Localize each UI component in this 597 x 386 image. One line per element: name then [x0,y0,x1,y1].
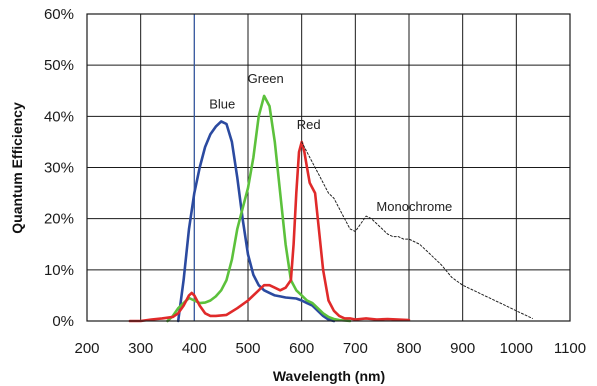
x-tick-label: 300 [128,340,153,357]
x-tick-label: 600 [289,340,314,357]
x-tick-labels: 200 300 400 500 600 700 800 900 1000 1100 [74,340,586,357]
y-tick-label: 60% [44,6,74,23]
x-tick-label: 1000 [500,340,533,357]
plot-border [86,13,571,322]
x-tick-label: 500 [235,340,260,357]
x-tick-label: 800 [396,340,421,357]
y-axis-title: Quantum Efficiency [9,102,25,234]
y-tick-labels: 0% 10% 20% 30% 40% 50% 60% [44,6,74,330]
x-tick-label: 1100 [554,340,586,357]
series-label-blue: Blue [209,97,235,112]
series-line-monochrome [301,141,533,319]
series-label-green: Green [248,71,284,86]
series-label-red: Red [297,117,321,132]
series-line-red [128,140,411,323]
x-tick-label: 200 [74,340,99,357]
x-tick-label: 700 [343,340,368,357]
x-tick-label: 400 [182,340,207,357]
y-tick-label: 40% [44,108,74,125]
y-tick-label: 50% [44,57,74,74]
x-axis-title: Wavelength (nm) [273,368,385,384]
grid [86,13,571,322]
series-lines [128,94,533,323]
y-tick-label: 0% [52,313,74,330]
series-labels: Blue Green Red Monochrome [209,71,452,214]
y-tick-label: 10% [44,262,74,279]
y-tick-label: 20% [44,211,74,228]
series-label-monochrome: Monochrome [376,199,452,214]
x-tick-label: 900 [450,340,475,357]
y-tick-label: 30% [44,160,74,177]
plot-frame [86,13,571,322]
series-line-blue [176,120,336,323]
